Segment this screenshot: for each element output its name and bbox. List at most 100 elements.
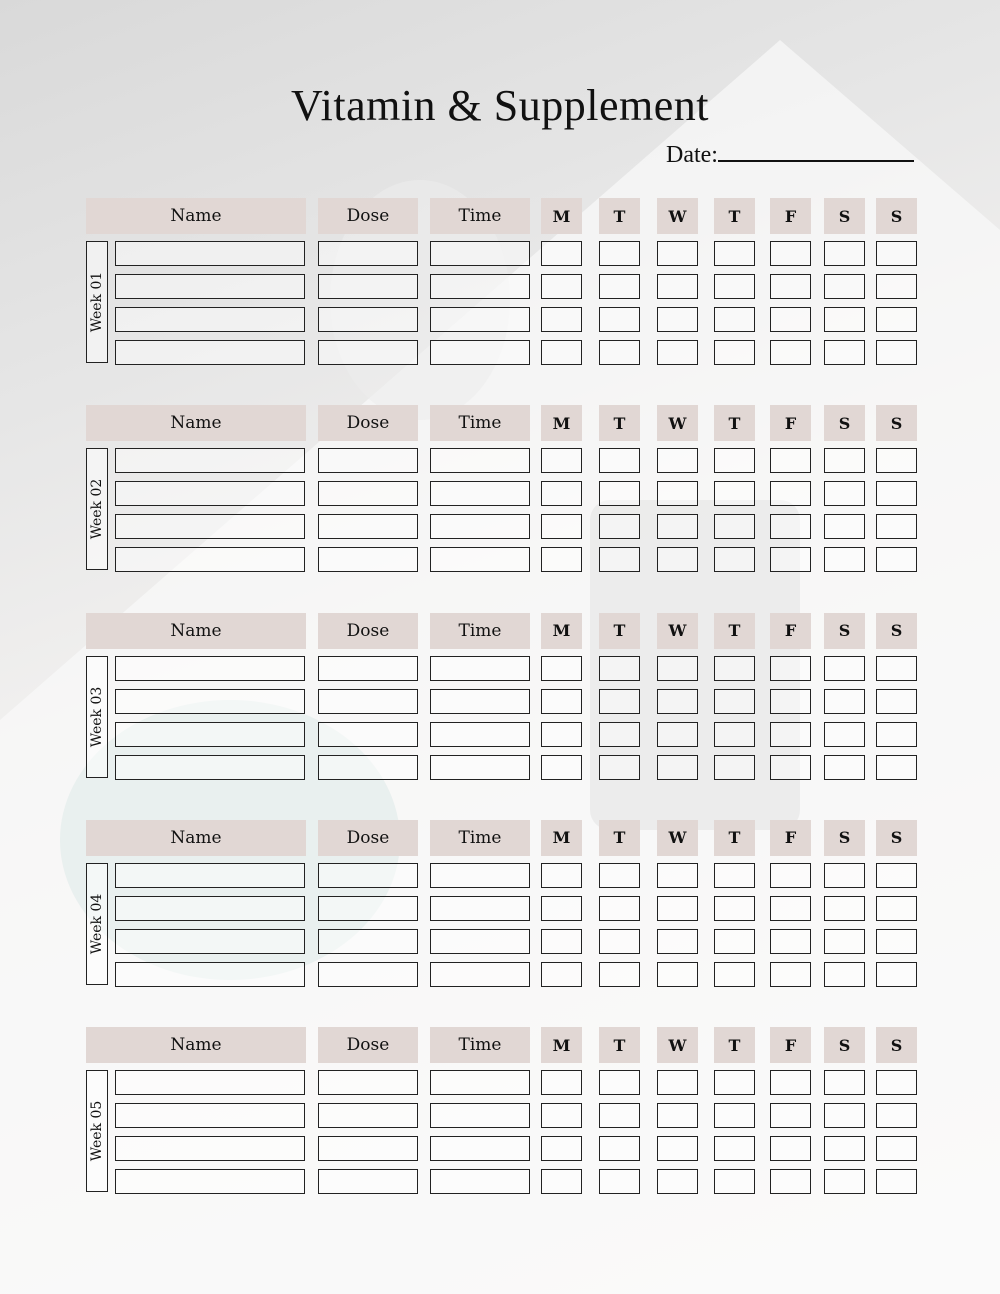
day-checkbox[interactable] [599,895,640,921]
day-checkbox[interactable] [657,1070,698,1096]
day-checkbox[interactable] [541,241,582,266]
day-checkbox[interactable] [599,721,640,747]
day-checkbox[interactable] [714,721,755,747]
day-checkbox[interactable] [714,448,755,474]
day-checkbox[interactable] [824,928,865,954]
day-checkbox[interactable] [770,721,811,747]
day-checkbox[interactable] [876,1169,917,1195]
dose-field[interactable] [318,274,418,299]
time-field[interactable] [430,754,530,780]
day-checkbox[interactable] [824,1070,865,1096]
day-checkbox[interactable] [824,862,865,888]
day-checkbox[interactable] [599,1169,640,1195]
day-checkbox[interactable] [770,514,811,540]
day-checkbox[interactable] [599,1103,640,1129]
day-checkbox[interactable] [657,721,698,747]
day-checkbox[interactable] [770,961,811,987]
day-checkbox[interactable] [657,655,698,681]
time-field[interactable] [430,481,530,507]
name-field[interactable] [115,274,305,299]
day-checkbox[interactable] [770,1070,811,1096]
time-field[interactable] [430,895,530,921]
day-checkbox[interactable] [657,241,698,266]
day-checkbox[interactable] [824,895,865,921]
name-field[interactable] [115,928,305,954]
day-checkbox[interactable] [876,688,917,714]
day-checkbox[interactable] [657,895,698,921]
day-checkbox[interactable] [714,1136,755,1162]
day-checkbox[interactable] [824,1136,865,1162]
day-checkbox[interactable] [599,754,640,780]
day-checkbox[interactable] [876,895,917,921]
day-checkbox[interactable] [770,448,811,474]
time-field[interactable] [430,547,530,573]
time-field[interactable] [430,307,530,332]
day-checkbox[interactable] [876,547,917,573]
day-checkbox[interactable] [714,547,755,573]
day-checkbox[interactable] [599,340,640,365]
day-checkbox[interactable] [824,655,865,681]
time-field[interactable] [430,241,530,266]
day-checkbox[interactable] [599,274,640,299]
day-checkbox[interactable] [770,307,811,332]
day-checkbox[interactable] [714,928,755,954]
day-checkbox[interactable] [599,514,640,540]
day-checkbox[interactable] [876,1070,917,1096]
time-field[interactable] [430,274,530,299]
day-checkbox[interactable] [770,1136,811,1162]
day-checkbox[interactable] [541,655,582,681]
day-checkbox[interactable] [599,862,640,888]
name-field[interactable] [115,547,305,573]
dose-field[interactable] [318,448,418,474]
day-checkbox[interactable] [657,862,698,888]
day-checkbox[interactable] [541,1169,582,1195]
name-field[interactable] [115,895,305,921]
day-checkbox[interactable] [770,340,811,365]
day-checkbox[interactable] [876,340,917,365]
day-checkbox[interactable] [876,481,917,507]
day-checkbox[interactable] [876,448,917,474]
dose-field[interactable] [318,688,418,714]
day-checkbox[interactable] [541,1070,582,1096]
day-checkbox[interactable] [824,961,865,987]
day-checkbox[interactable] [876,241,917,266]
day-checkbox[interactable] [657,514,698,540]
day-checkbox[interactable] [770,895,811,921]
day-checkbox[interactable] [876,307,917,332]
day-checkbox[interactable] [824,514,865,540]
dose-field[interactable] [318,961,418,987]
time-field[interactable] [430,448,530,474]
dose-field[interactable] [318,547,418,573]
day-checkbox[interactable] [541,895,582,921]
day-checkbox[interactable] [770,754,811,780]
day-checkbox[interactable] [657,340,698,365]
day-checkbox[interactable] [599,961,640,987]
name-field[interactable] [115,1136,305,1162]
day-checkbox[interactable] [876,514,917,540]
time-field[interactable] [430,1070,530,1096]
time-field[interactable] [430,1136,530,1162]
name-field[interactable] [115,721,305,747]
day-checkbox[interactable] [876,721,917,747]
dose-field[interactable] [318,481,418,507]
day-checkbox[interactable] [541,961,582,987]
day-checkbox[interactable] [714,655,755,681]
dose-field[interactable] [318,340,418,365]
dose-field[interactable] [318,754,418,780]
day-checkbox[interactable] [714,1070,755,1096]
day-checkbox[interactable] [770,547,811,573]
day-checkbox[interactable] [541,1136,582,1162]
dose-field[interactable] [318,514,418,540]
day-checkbox[interactable] [770,928,811,954]
day-checkbox[interactable] [714,895,755,921]
day-checkbox[interactable] [657,274,698,299]
time-field[interactable] [430,688,530,714]
day-checkbox[interactable] [876,862,917,888]
day-checkbox[interactable] [714,514,755,540]
time-field[interactable] [430,1169,530,1195]
day-checkbox[interactable] [599,1070,640,1096]
dose-field[interactable] [318,1169,418,1195]
dose-field[interactable] [318,928,418,954]
day-checkbox[interactable] [770,862,811,888]
day-checkbox[interactable] [824,1169,865,1195]
